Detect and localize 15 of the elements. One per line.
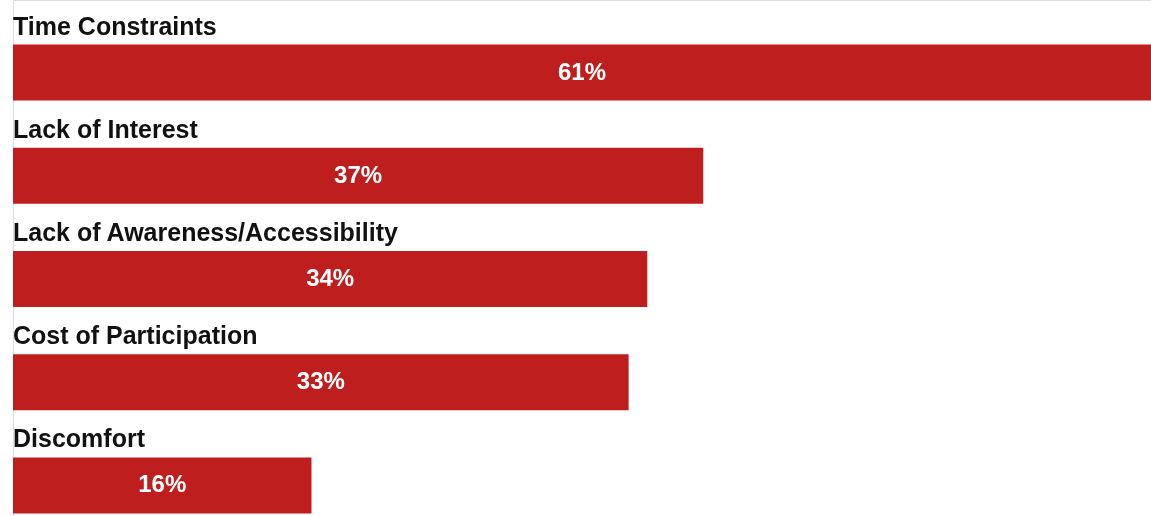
y-tick-label: Lack of Awareness/Accessibility xyxy=(13,218,399,246)
data-label: 61% xyxy=(557,57,607,85)
y-tick-label: Lack of Interest xyxy=(13,114,199,143)
data-label: 34% xyxy=(306,264,355,291)
y-tick-label: Time Constraints xyxy=(13,11,217,40)
data-label: 16% xyxy=(138,470,187,498)
bar xyxy=(13,44,1151,101)
bar xyxy=(13,147,704,204)
data-label: 33% xyxy=(296,367,345,395)
bar xyxy=(13,251,648,307)
bar xyxy=(13,354,629,411)
data-label: 37% xyxy=(334,160,383,188)
bar xyxy=(13,457,312,514)
y-tick-label: Discomfort xyxy=(13,424,146,453)
y-tick-label: Cost of Participation xyxy=(13,321,258,350)
